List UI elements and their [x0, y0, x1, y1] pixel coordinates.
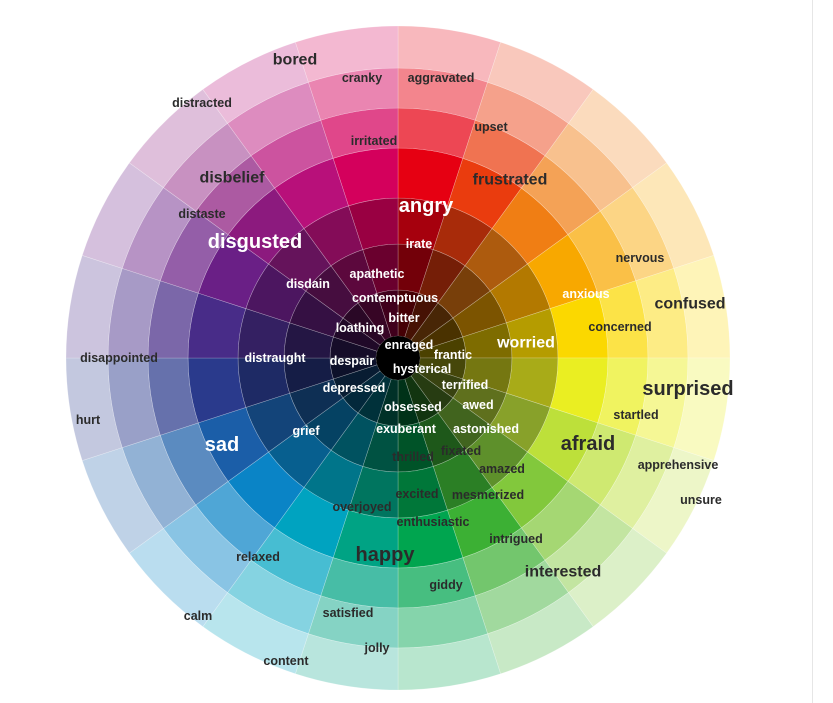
emotion-label-depressed: depressed	[323, 381, 386, 395]
emotion-label-concerned: concerned	[588, 320, 651, 334]
emotion-label-grief: grief	[292, 424, 320, 438]
emotion-label-bitter: bitter	[388, 311, 419, 325]
emotion-label-overjoyed: overjoyed	[332, 500, 391, 514]
emotion-label-anxious: anxious	[562, 287, 609, 301]
scrollbar-gutter	[812, 0, 833, 703]
emotion-label-jolly: jolly	[363, 641, 389, 655]
emotion-label-relaxed: relaxed	[236, 550, 280, 564]
wheel-segment-red-ring-4	[397, 147, 464, 207]
emotion-label-confused: confused	[654, 296, 725, 313]
emotion-label-apathetic: apathetic	[350, 267, 405, 281]
wheel-segment-magenta-purple-ring-6	[162, 122, 252, 212]
wheel-segment-magenta-purple-ring-4	[227, 187, 305, 265]
wheel-segment-violet-ring-6	[107, 268, 161, 359]
emotion-label-excited: excited	[395, 487, 438, 501]
emotion-label-amazed: amazed	[479, 462, 525, 476]
wheel-segment-orange-yellow-ring-6	[599, 187, 675, 282]
emotion-label-unsure: unsure	[680, 493, 722, 507]
wheel-segment-cyan-ring-2	[330, 412, 378, 467]
emotion-label-despair: despair	[330, 354, 375, 368]
wheel-segment-red-ring-6	[397, 67, 488, 121]
emotion-label-intrigued: intrigued	[489, 532, 542, 546]
emotion-label-thrilled: thrilled	[392, 450, 434, 464]
emotion-label-hysterical: hysterical	[393, 362, 451, 376]
emotion-label-enraged: enraged	[385, 338, 434, 352]
emotion-label-exuberant: exuberant	[376, 422, 437, 436]
wheel-segment-orange-ring-4	[491, 187, 569, 265]
emotion-label-disgusted: disgusted	[208, 231, 302, 253]
emotion-labels: bored cranky aggravated distracted upset irri…	[76, 52, 734, 669]
emotion-label-cranky: cranky	[342, 71, 382, 85]
wheel-segment-red-orange-ring-2	[418, 249, 466, 304]
wheel-segment-yellow-green-ring-4	[549, 357, 609, 424]
emotion-label-enthusiastic: enthusiastic	[397, 515, 470, 529]
emotion-label-interested: interested	[525, 564, 601, 581]
emotion-label-satisfied: satisfied	[323, 606, 374, 620]
emotion-label-irritated: irritated	[351, 134, 398, 148]
emotion-label-terrified: terrified	[442, 378, 489, 392]
wheel-center	[376, 336, 420, 380]
wheel-segment-crimson-ring-3	[348, 197, 399, 250]
emotion-label-irate: irate	[406, 237, 432, 251]
emotion-label-upset: upset	[474, 120, 508, 134]
emotion-label-distraught: distraught	[244, 351, 306, 365]
emotion-label-disdain: disdain	[286, 277, 330, 291]
emotion-label-startled: startled	[613, 408, 658, 422]
emotion-label-sad: sad	[205, 434, 239, 456]
emotion-label-content: content	[263, 654, 309, 668]
wheel-segment-crimson-ring-7	[295, 25, 399, 83]
emotion-label-aggravated: aggravated	[408, 71, 475, 85]
wheel-segment-red-ring-2	[397, 243, 434, 294]
wheel-segment-green-ring-6	[474, 559, 569, 635]
emotion-label-astonished: astonished	[453, 422, 519, 436]
emotion-label-obsessed: obsessed	[384, 400, 442, 414]
emotion-label-disbelief: disbelief	[200, 170, 266, 187]
emotion-label-calm: calm	[184, 609, 213, 623]
emotion-label-frustrated: frustrated	[473, 172, 548, 189]
wheel-segment-teal-green-ring-4	[332, 509, 399, 569]
emotion-label-apprehensive: apprehensive	[638, 458, 719, 472]
emotion-label-bored: bored	[273, 52, 317, 69]
wheel-segment-crimson-ring-6	[308, 67, 399, 121]
emotion-label-awed: awed	[462, 398, 493, 412]
emotion-label-loathing: loathing	[336, 321, 385, 335]
emotion-label-mesmerized: mesmerized	[452, 488, 524, 502]
wheel-segment-blue-cyan-ring-4	[227, 451, 305, 529]
emotion-label-frantic: frantic	[434, 348, 472, 362]
emotion-label-afraid: afraid	[561, 433, 615, 455]
wheel-segment-violet-ring-2	[283, 322, 334, 359]
emotion-label-contemptuous: contemptuous	[352, 291, 438, 305]
emotion-label-giddy: giddy	[429, 578, 462, 592]
wheel-segment-yellow-green-2-ring-2	[452, 378, 507, 426]
wheel-segment-crimson-ring-4	[332, 147, 399, 207]
wheel-segment-blue-cyan-ring-6	[162, 504, 252, 594]
emotion-label-disappointed: disappointed	[80, 351, 158, 365]
emotion-label-angry: angry	[399, 195, 454, 217]
wheel-segment-violet-ring-4	[187, 292, 247, 359]
wheel-segment-yellow-green-ring-2	[462, 357, 513, 394]
wheel-segments	[65, 25, 731, 691]
emotion-label-hurt: hurt	[76, 413, 101, 427]
emotion-label-distaste: distaste	[178, 207, 225, 221]
emotion-label-distracted: distracted	[172, 96, 232, 110]
emotion-label-fixated: fixated	[441, 444, 481, 458]
wheel-segment-purple-ring-2	[289, 290, 344, 338]
emotion-color-wheel: bored cranky aggravated distracted upset irri…	[65, 25, 734, 691]
wheel-segment-crimson-ring-2	[362, 243, 399, 294]
emotion-label-worried: worried	[496, 335, 555, 352]
emotion-label-nervous: nervous	[616, 251, 665, 265]
emotion-label-happy: happy	[356, 544, 416, 566]
wheel-segment-teal-green-ring-2	[362, 422, 399, 473]
emotion-label-surprised: surprised	[642, 378, 733, 400]
